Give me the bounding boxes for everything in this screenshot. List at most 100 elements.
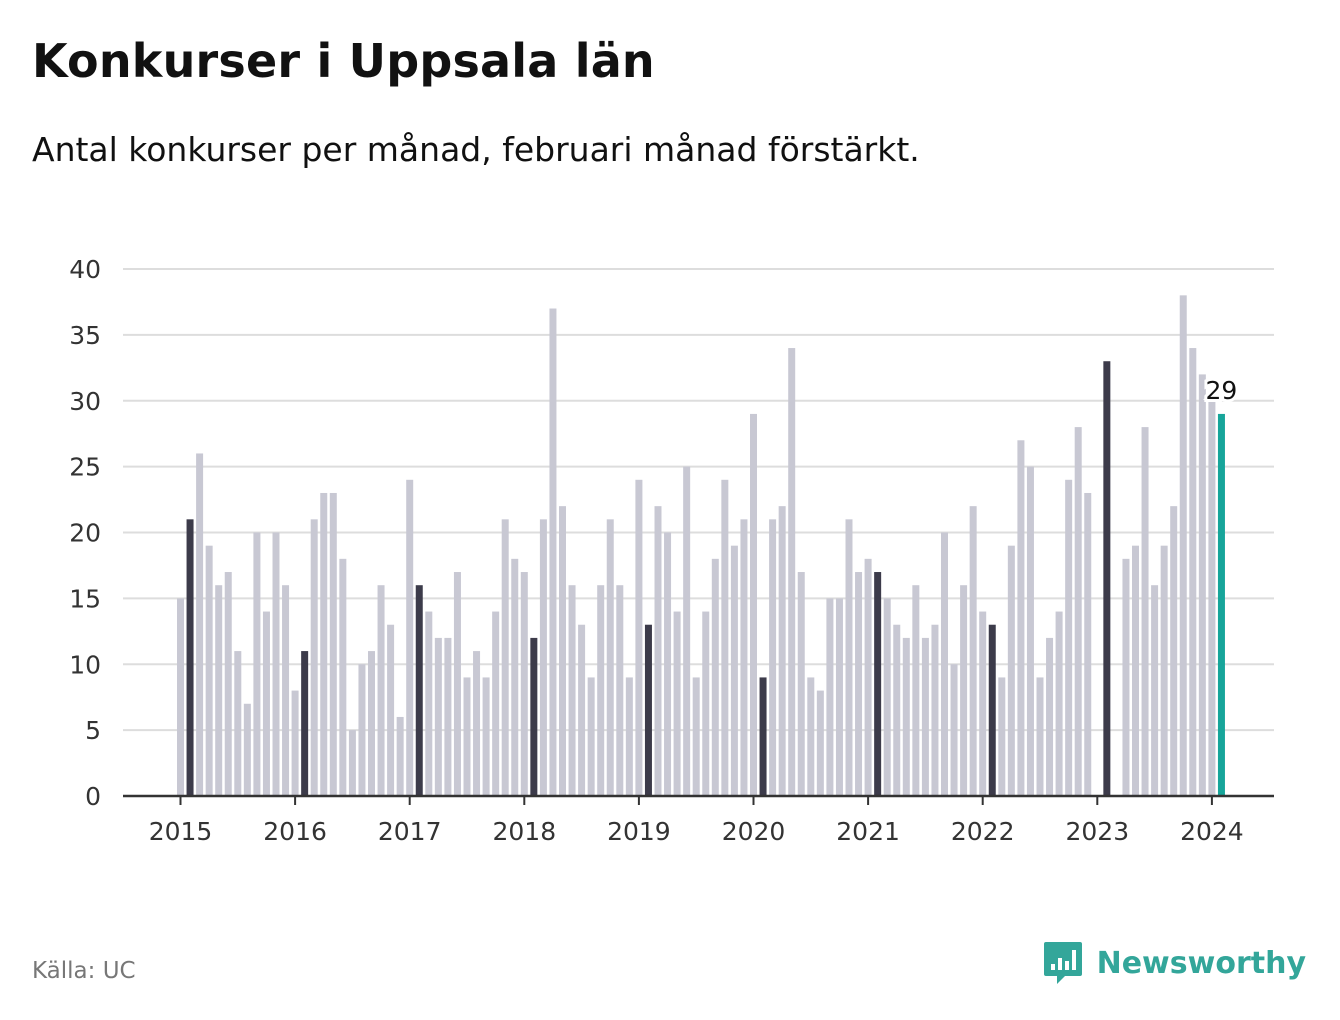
y-tick-label: 10 — [69, 650, 101, 679]
bar — [291, 690, 299, 796]
bar — [740, 519, 748, 796]
bar — [578, 624, 586, 796]
bar — [941, 532, 948, 796]
y-tick-label: 20 — [69, 519, 101, 548]
bar — [1055, 611, 1063, 796]
bar — [998, 677, 1006, 796]
bar — [377, 585, 385, 796]
bar — [750, 413, 757, 796]
bar — [224, 572, 232, 796]
bar — [473, 651, 481, 796]
x-axis: 2015 2016 2017 2018 2019 2020 2021 2022 2023 2024 — [123, 794, 1274, 846]
bar — [616, 585, 624, 796]
bar — [406, 479, 414, 796]
bar — [501, 519, 509, 796]
bar — [453, 572, 461, 796]
bar — [539, 519, 547, 796]
bar — [1179, 295, 1187, 796]
bar — [673, 611, 681, 796]
bar — [597, 585, 605, 796]
bar — [282, 585, 290, 796]
bars — [177, 295, 1225, 796]
bar — [950, 664, 958, 796]
bar — [874, 572, 882, 796]
bar — [339, 558, 347, 796]
x-tick-label: 2018 — [492, 817, 556, 846]
bar — [835, 598, 843, 796]
bar — [463, 677, 471, 796]
bar — [979, 611, 987, 796]
bar — [215, 585, 223, 796]
bar — [893, 624, 901, 796]
y-tick-label: 30 — [69, 387, 101, 416]
y-tick-label: 5 — [85, 716, 101, 745]
bar — [683, 466, 691, 796]
bar — [396, 716, 404, 796]
bar — [1160, 545, 1168, 796]
bar-chart: 0 5 10 15 20 25 30 35 40 2015 2016 2017 2018 2019 202… — [69, 255, 1274, 846]
bar — [902, 637, 910, 796]
bar — [816, 690, 824, 796]
bar — [1036, 677, 1044, 796]
x-tick-label: 2020 — [722, 817, 786, 846]
bar — [415, 585, 423, 796]
bar — [1103, 361, 1111, 796]
bar — [883, 598, 891, 796]
bar — [635, 479, 643, 796]
bar — [520, 572, 528, 796]
bar — [625, 677, 633, 796]
bar — [769, 519, 777, 796]
annotations: 29 — [1203, 373, 1241, 408]
bar — [730, 545, 738, 796]
chart-title: Konkurser i Uppsala län — [32, 34, 655, 88]
x-tick-label: 2022 — [951, 817, 1015, 846]
bar — [1189, 348, 1197, 796]
bar — [644, 624, 652, 796]
bar — [721, 479, 729, 796]
bar — [845, 519, 853, 796]
bar — [1208, 400, 1216, 796]
bar — [310, 519, 318, 796]
bar — [759, 677, 767, 796]
bar — [1084, 492, 1092, 796]
bar — [1007, 545, 1015, 796]
bar — [329, 492, 337, 796]
bar — [177, 598, 184, 796]
bar — [253, 532, 261, 796]
bar — [434, 637, 442, 796]
bar — [368, 651, 375, 796]
bar — [1026, 466, 1034, 796]
bar — [1170, 506, 1178, 796]
bar — [1065, 479, 1073, 796]
bar — [711, 558, 719, 796]
bar — [912, 585, 920, 796]
bar — [969, 506, 977, 796]
x-tick-label: 2023 — [1065, 817, 1129, 846]
bar — [272, 532, 280, 796]
newsworthy-logo-icon — [1043, 942, 1082, 984]
newsworthy-logo: Newsworthy — [1043, 940, 1306, 986]
bar — [196, 453, 204, 796]
bar — [1122, 558, 1130, 796]
bar — [348, 730, 356, 796]
bar — [1017, 440, 1025, 796]
x-tick-label: 2016 — [263, 817, 327, 846]
bar — [559, 506, 566, 796]
x-tick-label: 2021 — [836, 817, 900, 846]
bar — [960, 585, 968, 796]
bar — [692, 677, 700, 796]
x-tick-label: 2015 — [149, 817, 213, 846]
bar — [482, 677, 490, 796]
bar — [530, 637, 538, 796]
bar — [855, 572, 863, 796]
chart-subtitle: Antal konkurser per månad, februari måna… — [32, 130, 920, 169]
bar — [921, 637, 929, 796]
bar — [1074, 427, 1082, 796]
bar — [568, 585, 576, 796]
bar — [186, 519, 194, 796]
bar — [243, 703, 251, 796]
brand-name: Newsworthy — [1096, 945, 1306, 981]
bar — [492, 611, 500, 796]
bar — [425, 611, 433, 796]
bar — [788, 348, 796, 796]
